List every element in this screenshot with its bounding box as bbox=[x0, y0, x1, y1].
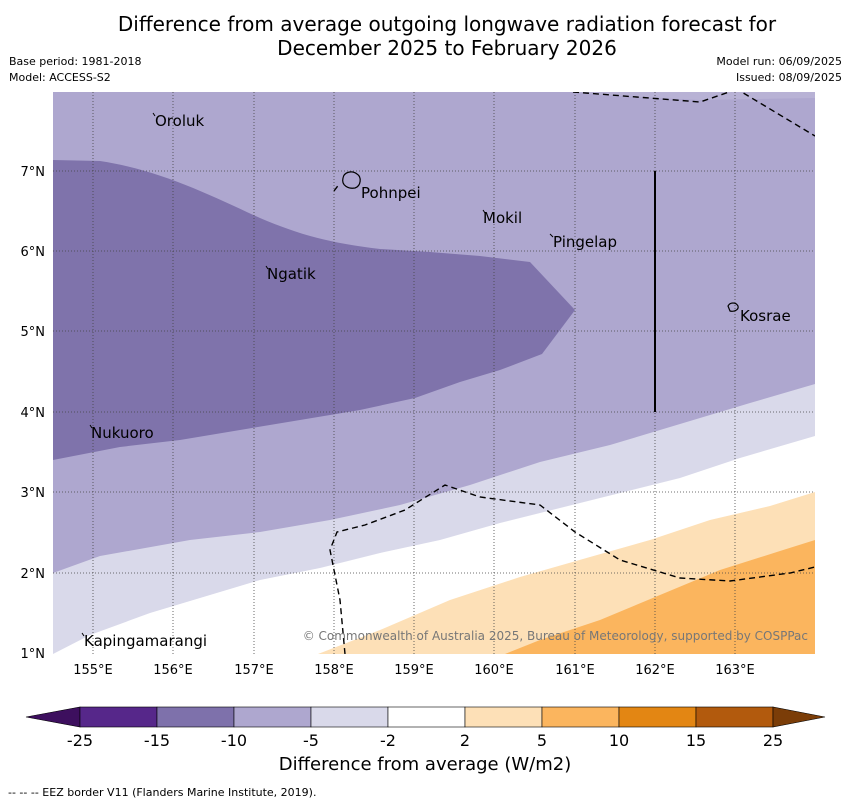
eez-legend-note: -- -- -- EEZ border V11 (Flanders Marine… bbox=[8, 786, 317, 799]
place-pohnpei: Pohnpei bbox=[361, 184, 421, 202]
colorbar-over-arrow bbox=[772, 706, 826, 728]
colorbar-segment bbox=[79, 706, 158, 728]
place-kapingamarangi: Kapingamarangi bbox=[84, 632, 207, 650]
lon-tick: 160°E bbox=[474, 663, 514, 678]
place-mokil: Mokil bbox=[483, 209, 522, 227]
lon-tick: 159°E bbox=[394, 663, 434, 678]
lon-tick: 161°E bbox=[555, 663, 595, 678]
lon-tick: 157°E bbox=[234, 663, 274, 678]
lat-axis: 7°N 6°N 5°N 4°N 3°N 2°N 1°N bbox=[21, 165, 46, 662]
map-plot-area: Oroluk Pohnpei Mokil Pingelap Ngatik Kos… bbox=[53, 92, 815, 654]
issued-date: Issued: 08/09/2025 bbox=[735, 71, 842, 84]
band-medium-purple bbox=[53, 160, 575, 460]
colorbar-segment bbox=[233, 706, 312, 728]
colorbar-label: -15 bbox=[144, 731, 170, 750]
colorbar: -25 -15 -10 -5 -2 2 5 10 15 25 bbox=[25, 706, 826, 750]
graticule bbox=[53, 92, 815, 654]
colorbar-segment bbox=[618, 706, 697, 728]
lat-tick: 3°N bbox=[21, 486, 46, 501]
colorbar-title: Difference from average (W/m2) bbox=[278, 754, 572, 775]
kosrae-outline bbox=[727, 302, 739, 312]
copyright-notice: © Commonwealth of Australia 2025, Bureau… bbox=[303, 629, 808, 643]
colorbar-label: -25 bbox=[67, 731, 93, 750]
colorbar-label: 25 bbox=[763, 731, 783, 750]
lon-tick: 155°E bbox=[73, 663, 113, 678]
colorbar-segment bbox=[541, 706, 620, 728]
eez-border bbox=[329, 92, 815, 654]
title-line-1: Difference from average outgoing longwav… bbox=[117, 12, 777, 36]
model-name: Model: ACCESS-S2 bbox=[9, 71, 111, 84]
place-ngatik: Ngatik bbox=[267, 265, 316, 283]
island-markers bbox=[81, 112, 554, 637]
colorbar-label: 5 bbox=[537, 731, 547, 750]
lat-tick: 5°N bbox=[21, 325, 46, 340]
colorbar-segment bbox=[310, 706, 389, 728]
lon-axis: 155°E 156°E 157°E 158°E 159°E 160°E 161°… bbox=[73, 663, 755, 678]
lon-tick: 158°E bbox=[314, 663, 354, 678]
colorbar-label: 2 bbox=[460, 731, 470, 750]
colorbar-label: -10 bbox=[221, 731, 247, 750]
colorbar-segment bbox=[695, 706, 774, 728]
colorbar-segment bbox=[156, 706, 235, 728]
place-nukuoro: Nukuoro bbox=[91, 424, 154, 442]
lat-tick: 7°N bbox=[21, 165, 46, 180]
lat-tick: 2°N bbox=[21, 567, 46, 582]
chart-title: Difference from average outgoing longwav… bbox=[22, 12, 850, 60]
meta-left: Base period: 1981-2018 Model: ACCESS-S2 bbox=[9, 54, 141, 86]
colorbar-segment bbox=[464, 706, 543, 728]
lat-tick: 1°N bbox=[21, 647, 46, 662]
colorbar-under-arrow bbox=[25, 706, 81, 728]
place-oroluk: Oroluk bbox=[155, 112, 204, 130]
band-orange bbox=[505, 540, 815, 654]
lon-tick: 156°E bbox=[153, 663, 193, 678]
base-period: Base period: 1981-2018 bbox=[9, 55, 142, 68]
colorbar-label: 10 bbox=[609, 731, 629, 750]
lon-tick: 163°E bbox=[715, 663, 755, 678]
model-run: Model run: 06/09/2025 bbox=[716, 55, 842, 68]
colorbar-segment bbox=[387, 706, 466, 728]
lat-tick: 6°N bbox=[21, 245, 46, 260]
place-kosrae: Kosrae bbox=[740, 307, 791, 325]
meta-right: Model run: 06/09/2025 Issued: 08/09/2025 bbox=[716, 54, 842, 86]
band-top-right-edge bbox=[575, 92, 815, 100]
title-line-2: December 2025 to February 2026 bbox=[277, 36, 617, 60]
colorbar-label: -5 bbox=[303, 731, 319, 750]
colorbar-label: 15 bbox=[686, 731, 706, 750]
place-pingelap: Pingelap bbox=[553, 233, 617, 251]
lon-tick: 162°E bbox=[635, 663, 675, 678]
colorbar-label: -2 bbox=[380, 731, 396, 750]
lat-tick: 4°N bbox=[21, 406, 46, 421]
pohnpei-outline bbox=[342, 171, 361, 189]
